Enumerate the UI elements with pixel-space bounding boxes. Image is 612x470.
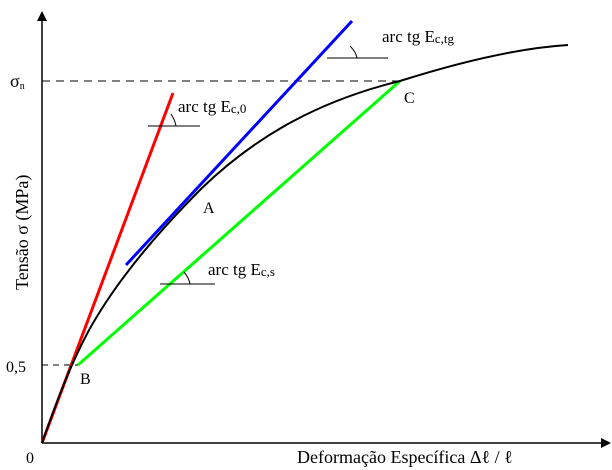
secant-annotation-subscript: c,s	[261, 264, 275, 279]
point-a-label: A	[203, 200, 215, 217]
point-c-label: C	[404, 90, 415, 107]
sigma-n-symbol: σ	[10, 71, 20, 91]
sigma-n-subscript: n	[20, 81, 25, 92]
tangent-angle-arc	[349, 45, 358, 59]
sigma-n-tick-label: σn	[10, 71, 25, 92]
initial-tangent-annotation-subscript: c,0	[231, 101, 247, 116]
point-b-label: B	[80, 371, 91, 388]
secant-annotation-text: arc tg E	[208, 260, 261, 279]
secant-line	[77, 79, 401, 367]
initial-tangent-annotation-text: arc tg E	[178, 97, 231, 116]
initial-tangent-angle-arc	[170, 113, 177, 127]
initial-tangent-annotation: arc tg Ec,0	[178, 97, 246, 116]
tangent-line-at-a	[124, 19, 354, 267]
x-axis-title: Deformação Específica Δℓ / ℓ	[297, 447, 513, 467]
secant-annotation: arc tg Ec,s	[208, 260, 275, 279]
tangent-annotation-subscript: c,tg	[435, 31, 455, 46]
tangent-annotation: arc tg Ec,tg	[382, 27, 454, 46]
half-stress-tick-label: 0,5	[6, 359, 26, 376]
stress-strain-curve	[41, 44, 569, 444]
origin-label: 0	[26, 450, 34, 467]
secant-angle-arc	[183, 271, 191, 285]
y-axis-title: Tensão σ (MPa)	[12, 175, 33, 290]
tangent-annotation-text: arc tg E	[382, 27, 435, 46]
